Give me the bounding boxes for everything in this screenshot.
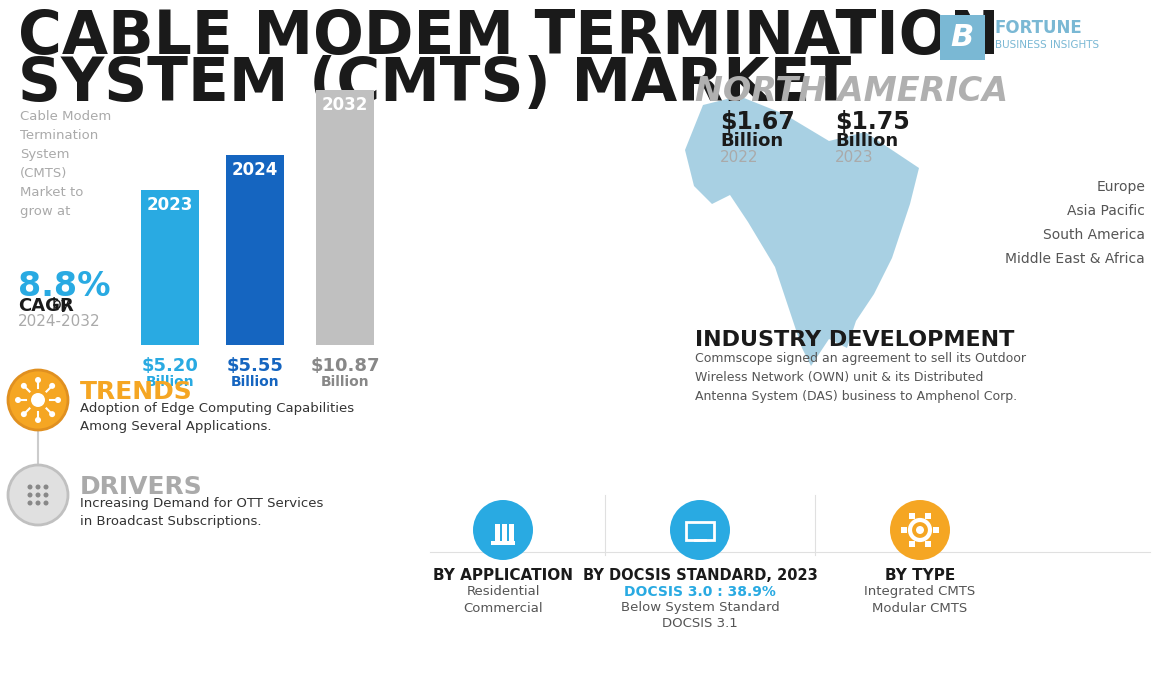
Bar [495,524,500,542]
Text: Integrated CMTS: Integrated CMTS [864,585,976,598]
Circle shape [49,383,56,389]
Circle shape [21,383,27,389]
Bar [909,541,915,547]
Circle shape [21,411,27,417]
Text: Billion: Billion [231,375,280,389]
Circle shape [8,370,68,430]
Text: $10.87: $10.87 [310,357,379,375]
Text: Cable Modem
Termination
System
(CMTS)
Market to
grow at: Cable Modem Termination System (CMTS) Ma… [20,110,111,218]
Text: Billion: Billion [320,375,369,389]
Bar [925,513,931,519]
Bar [933,527,938,533]
Circle shape [44,484,49,489]
Circle shape [670,500,730,560]
Text: INDUSTRY DEVELOPMENT: INDUSTRY DEVELOPMENT [695,330,1014,350]
Circle shape [36,484,41,489]
Text: Billion: Billion [720,132,783,150]
Bar [502,524,507,542]
Bar [909,513,915,519]
Circle shape [916,526,925,534]
Circle shape [36,500,41,505]
Text: Adoption of Edge Computing Capabilities
Among Several Applications.: Adoption of Edge Computing Capabilities … [80,402,354,433]
Text: 2023: 2023 [835,150,873,165]
Text: Europe: Europe [1096,180,1145,194]
Bar [142,190,200,345]
Circle shape [28,493,32,498]
Text: B: B [950,22,973,52]
Text: 2024: 2024 [232,161,278,179]
Bar [509,524,514,542]
Text: TRENDS: TRENDS [80,380,193,404]
Bar [226,155,284,345]
Text: DRIVERS: DRIVERS [80,475,203,499]
Text: Asia Pacific: Asia Pacific [1067,204,1145,218]
Text: $5.20: $5.20 [142,357,198,375]
Text: Billion: Billion [835,132,898,150]
Text: BUSINESS INSIGHTS: BUSINESS INSIGHTS [995,40,1100,50]
Text: Increasing Demand for OTT Services
in Broadcast Subscriptions.: Increasing Demand for OTT Services in Br… [80,497,324,528]
Circle shape [44,500,49,505]
Circle shape [35,417,41,423]
Text: $1.75: $1.75 [835,110,909,134]
Text: Billion: Billion [146,375,195,389]
Text: BY DOCSIS STANDARD, 2023: BY DOCSIS STANDARD, 2023 [582,568,818,583]
Bar [925,541,931,547]
Bar [686,522,715,540]
Text: 2024-2032: 2024-2032 [19,314,101,329]
Text: 2022: 2022 [720,150,759,165]
Circle shape [49,411,56,417]
Text: 2023: 2023 [147,196,194,214]
Bar [316,90,374,345]
Text: BY TYPE: BY TYPE [885,568,955,583]
Circle shape [35,377,41,383]
Text: 8.8%: 8.8% [19,270,110,303]
Text: Below System Standard: Below System Standard [621,601,780,614]
Text: Middle East & Africa: Middle East & Africa [1006,252,1145,266]
Circle shape [31,393,45,407]
Text: DOCSIS 3.1: DOCSIS 3.1 [662,617,738,630]
Text: FORTUNE: FORTUNE [995,19,1082,37]
Text: Residential: Residential [466,585,539,598]
Circle shape [8,465,68,525]
Bar [901,527,907,533]
Circle shape [15,397,21,403]
Text: $1.67: $1.67 [720,110,795,134]
FancyBboxPatch shape [940,15,985,60]
Circle shape [36,493,41,498]
Text: DOCSIS 3.0 : 38.9%: DOCSIS 3.0 : 38.9% [624,585,776,599]
Text: CAGR: CAGR [19,297,74,315]
Circle shape [473,500,532,560]
Polygon shape [686,96,919,366]
Text: 2032: 2032 [321,96,368,114]
Bar [491,541,515,545]
Text: by: by [52,297,71,312]
Circle shape [44,493,49,498]
Circle shape [55,397,61,403]
Text: Modular CMTS: Modular CMTS [872,602,967,615]
Text: South America: South America [1043,228,1145,242]
Circle shape [890,500,950,560]
Text: NORTH AMERICA: NORTH AMERICA [695,75,1008,108]
Text: BY APPLICATION: BY APPLICATION [433,568,573,583]
Circle shape [28,484,32,489]
Text: Commercial: Commercial [463,602,543,615]
Text: CABLE MODEM TERMINATION: CABLE MODEM TERMINATION [19,8,1000,67]
Text: $5.55: $5.55 [226,357,283,375]
Circle shape [28,500,32,505]
Text: Commscope signed an agreement to sell its Outdoor
Wireless Network (OWN) unit & : Commscope signed an agreement to sell it… [695,352,1025,403]
Text: SYSTEM (CMTS) MARKET: SYSTEM (CMTS) MARKET [19,55,851,114]
